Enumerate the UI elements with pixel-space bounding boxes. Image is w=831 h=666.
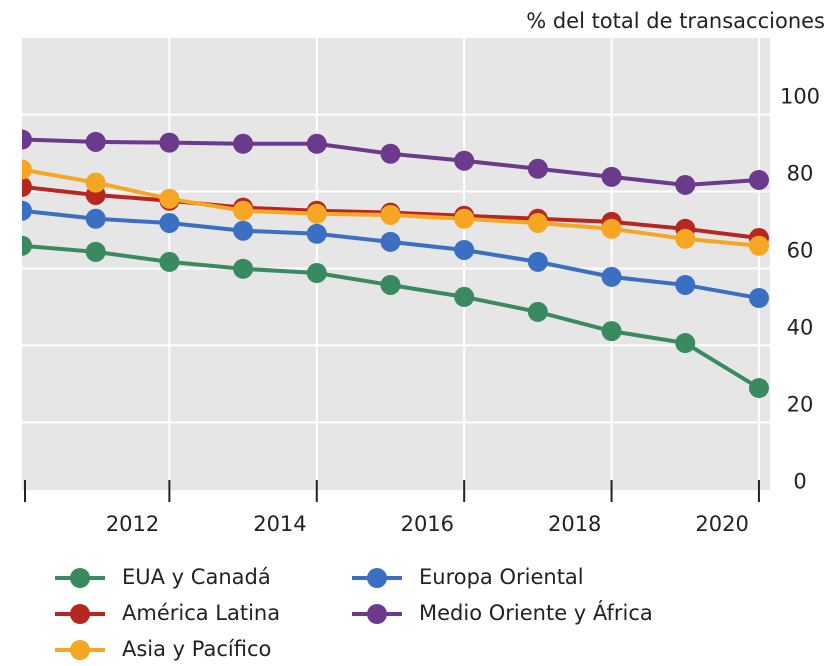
data-point <box>601 321 622 342</box>
legend-marker <box>367 568 387 588</box>
data-point <box>675 333 696 354</box>
y-tick-label: 40 <box>787 315 814 339</box>
data-point <box>85 172 106 193</box>
data-point <box>601 218 622 239</box>
data-point <box>675 174 696 195</box>
data-point <box>454 286 475 307</box>
y-tick-label: 20 <box>787 392 814 416</box>
data-point <box>306 223 327 244</box>
data-point <box>527 251 548 272</box>
data-point <box>85 241 106 262</box>
data-point <box>454 208 475 229</box>
data-point <box>527 213 548 234</box>
legend-marker <box>70 568 90 588</box>
data-point <box>85 131 106 152</box>
data-point <box>22 159 32 180</box>
data-point <box>306 133 327 154</box>
data-point <box>380 231 401 252</box>
data-point <box>22 176 32 197</box>
x-tick-label: 2020 <box>695 512 748 536</box>
x-tick-label: 2016 <box>401 512 454 536</box>
data-point <box>159 213 180 234</box>
legend-label: Medio Oriente y África <box>419 600 653 625</box>
y-tick-label: 80 <box>787 162 814 186</box>
data-point <box>380 274 401 295</box>
y-tick-label: 60 <box>787 238 814 262</box>
data-point <box>22 235 32 256</box>
data-point <box>159 251 180 272</box>
x-tick-label: 2014 <box>253 512 306 536</box>
legend-label: EUA y Canadá <box>122 565 271 589</box>
data-point <box>748 169 769 190</box>
legend-marker <box>70 604 90 624</box>
data-point <box>159 188 180 209</box>
x-tick-label: 2018 <box>548 512 601 536</box>
data-point <box>22 129 32 150</box>
data-point <box>22 200 32 221</box>
legend-marker <box>367 604 387 624</box>
y-axis-label: % del total de transacciones <box>526 9 825 33</box>
data-point <box>748 378 769 399</box>
data-point <box>527 301 548 322</box>
data-point <box>454 150 475 171</box>
data-point <box>159 132 180 153</box>
data-point <box>233 133 254 154</box>
data-point <box>306 263 327 284</box>
data-point <box>85 208 106 229</box>
data-point <box>601 166 622 187</box>
data-point <box>380 143 401 164</box>
data-point <box>233 200 254 221</box>
y-tick-label: 100 <box>780 85 820 109</box>
data-point <box>380 204 401 225</box>
legend-label: América Latina <box>122 601 280 625</box>
data-point <box>306 203 327 224</box>
data-point <box>454 239 475 260</box>
legend-label: Europa Oriental <box>419 565 584 589</box>
legend-label: Asia y Pacífico <box>122 637 271 661</box>
data-point <box>233 220 254 241</box>
data-point <box>233 258 254 279</box>
data-point <box>675 228 696 249</box>
data-point <box>748 288 769 309</box>
plot-background <box>22 38 770 490</box>
legend-marker <box>70 640 90 660</box>
data-point <box>748 235 769 256</box>
data-point <box>527 158 548 179</box>
data-point <box>675 274 696 295</box>
data-point <box>601 266 622 287</box>
x-tick-label: 2012 <box>106 512 159 536</box>
y-tick-label: 0 <box>793 469 806 493</box>
